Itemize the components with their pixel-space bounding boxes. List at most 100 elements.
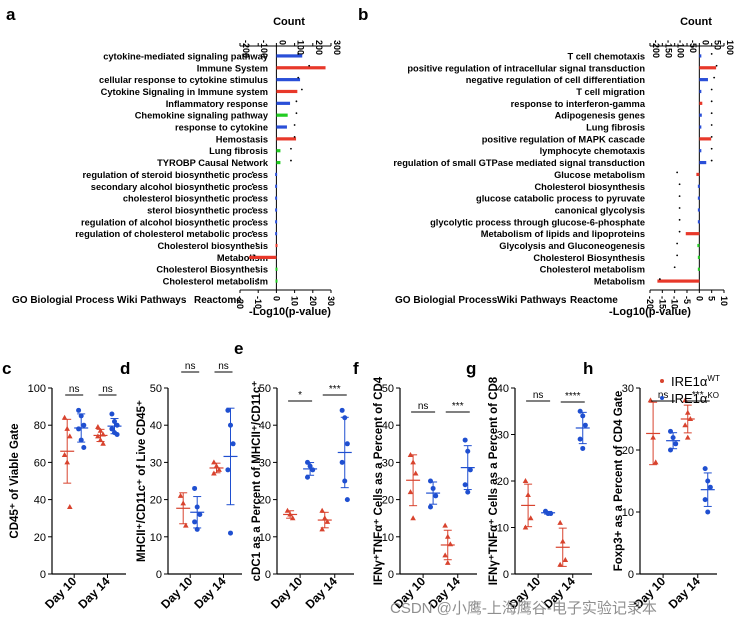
- wt-point-h: [684, 409, 691, 415]
- wt-point-g: [525, 491, 531, 497]
- panel-letter-c: c: [2, 359, 11, 378]
- wt-point-f: [447, 541, 454, 547]
- y-tick-label-c: 40: [34, 495, 46, 507]
- logp-dot-b: [678, 195, 681, 198]
- wt-point-f: [410, 515, 416, 521]
- ko-point-d: [225, 467, 231, 473]
- wt-point-e: [324, 518, 331, 524]
- y-tick-label-d: 40: [150, 420, 162, 432]
- wt-point-c: [97, 437, 104, 443]
- term-label-a: Lung fibrosis: [209, 146, 268, 156]
- ko-point-d: [230, 441, 236, 447]
- wt-point-d: [211, 459, 217, 465]
- y-tick-label-c: 0: [40, 569, 46, 581]
- y-tick-label-c: 80: [34, 420, 46, 432]
- logp-dot-a: [300, 88, 303, 91]
- term-label-a: TYROBP Causal Network: [157, 158, 269, 168]
- logp-dot-b: [710, 112, 713, 115]
- legend-reactome-b: Reactome: [570, 295, 618, 306]
- ko-point-c: [81, 422, 87, 428]
- count-bar-a: [276, 113, 288, 117]
- ko-point-h: [702, 466, 708, 472]
- p-tick-label-a: -20: [235, 296, 245, 309]
- logp-dot-a: [295, 112, 298, 115]
- ko-point-e: [342, 415, 348, 421]
- term-label-b: glucose catabolic process to pyruvate: [476, 194, 645, 204]
- ko-point-c: [76, 407, 82, 413]
- term-label-a: cellular response to cytokine stimulus: [99, 75, 268, 85]
- y-tick-label-h: 10: [622, 507, 634, 519]
- logp-dot-b: [676, 254, 679, 257]
- count-bar-a: [275, 267, 278, 271]
- panel-letter-e: e: [234, 339, 243, 358]
- wt-point-c: [67, 504, 73, 510]
- logp-dot-b: [678, 230, 681, 233]
- logp-dot-a: [293, 124, 296, 126]
- term-label-b: T cell migration: [576, 87, 645, 97]
- ko-point-d: [228, 530, 233, 536]
- logp-dot-b: [676, 242, 679, 245]
- y-tick-label-d: 0: [156, 569, 162, 581]
- logp-dot-b: [710, 147, 713, 150]
- ko-point-d: [192, 485, 198, 491]
- wt-point-f: [412, 470, 419, 476]
- term-label-b: Cholesterol Biosynthesis: [533, 253, 645, 263]
- wt-point-c: [97, 427, 104, 433]
- y-tick-label-d: 20: [150, 495, 162, 507]
- wt-point-c: [100, 431, 106, 437]
- term-label-b: Metabolism: [594, 277, 645, 287]
- sig-label-d: ns: [185, 361, 196, 372]
- wt-point-g: [522, 524, 529, 530]
- ko-point-f: [428, 504, 433, 510]
- logp-dot-a: [251, 183, 254, 186]
- y-tick-label-h: 30: [622, 383, 634, 395]
- sig-label-d: ns: [218, 361, 229, 372]
- p-tick-label-b: 5: [707, 296, 717, 301]
- ko-point-g: [582, 422, 588, 428]
- wt-point-c: [100, 440, 106, 446]
- ko-point-c: [76, 426, 82, 432]
- count-tick-label-b: 100: [725, 40, 735, 55]
- term-label-a: secondary alcohol biosynthetic process: [91, 182, 268, 192]
- term-label-a: Immune System: [197, 63, 268, 73]
- count-tick-label-b: -150: [663, 40, 673, 58]
- logp-dot-b: [713, 76, 716, 79]
- count-tick-label-b: -200: [651, 40, 661, 58]
- y-tick-label-c: 60: [34, 457, 46, 469]
- wt-point-c: [64, 425, 70, 431]
- wt-point-c: [95, 424, 101, 430]
- ko-point-g: [580, 445, 586, 451]
- wt-point-c: [67, 433, 73, 439]
- term-label-a: Cholesterol biosynthesis: [157, 241, 268, 251]
- count-bar-b: [697, 208, 700, 212]
- count-tick-label-a: 300: [332, 40, 342, 55]
- count-tick-label-a: 200: [314, 40, 324, 55]
- count-bar-a: [276, 137, 297, 141]
- logp-dot-a: [257, 278, 260, 280]
- wt-point-g: [557, 561, 563, 567]
- ko-point-e: [344, 441, 350, 447]
- term-label-b: positive regulation of MAPK cascade: [482, 134, 645, 144]
- ko-point-d: [192, 519, 198, 525]
- wt-point-g: [527, 515, 534, 521]
- wt-point-f: [407, 451, 414, 457]
- ko-point-h: [668, 428, 673, 434]
- term-label-a: Inflammatory response: [166, 99, 268, 109]
- x-tick-label-d: Day 10: [158, 574, 195, 611]
- term-label-a: response to cytokine: [175, 123, 268, 133]
- count-bar-a: [276, 149, 281, 153]
- panel-letter-g: g: [466, 359, 476, 378]
- ko-point-h: [668, 447, 673, 453]
- y-tick-label-c: 20: [34, 532, 46, 544]
- logp-dot-b: [710, 124, 713, 126]
- legend-wiki-a: Wiki Pathways: [117, 295, 187, 306]
- logp-dot-a: [251, 230, 254, 233]
- y-tick-label-e: 50: [259, 383, 271, 395]
- y-tick-label-g: 30: [497, 430, 509, 442]
- legend-reactome-a: Reactome: [194, 295, 242, 306]
- wt-point-d: [213, 463, 220, 469]
- panel-letter-d: d: [120, 359, 130, 378]
- ko-point-f: [462, 482, 468, 488]
